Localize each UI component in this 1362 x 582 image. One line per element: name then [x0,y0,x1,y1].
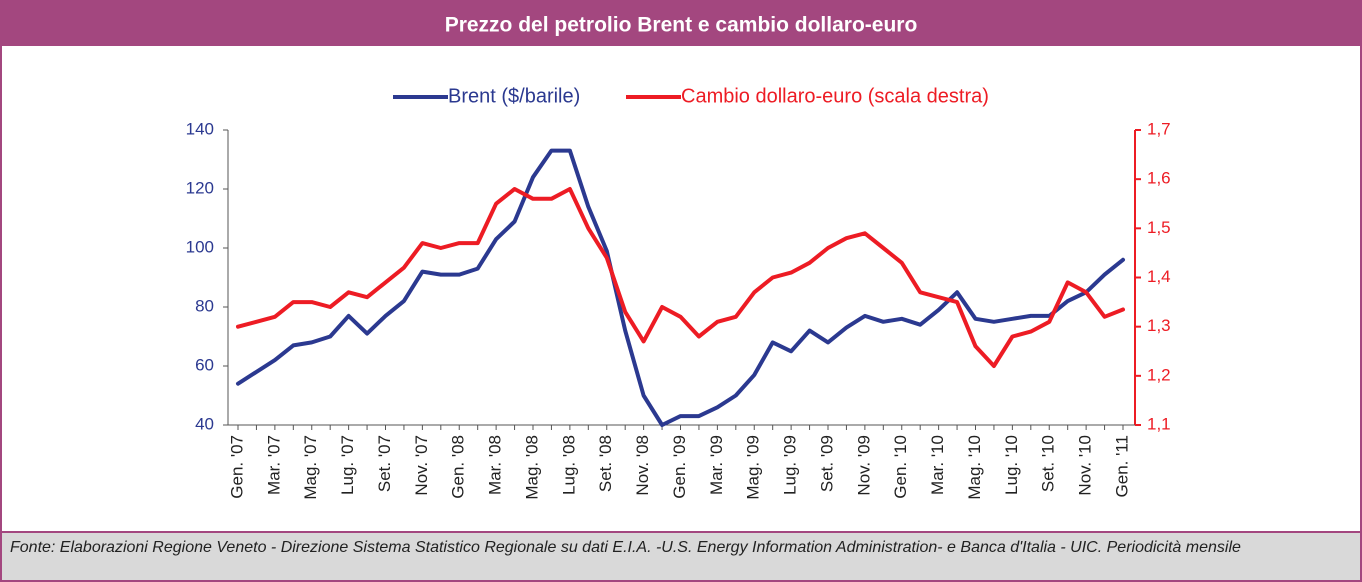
x-tick-label: Nov. '09 [854,435,873,496]
y-tick-label: 140 [186,119,214,138]
y2-tick-label: 1,4 [1147,267,1171,286]
y-tick-label: 60 [195,355,214,374]
chart-title: Prezzo del petrolio Brent e cambio dolla… [445,14,918,37]
y2-tick-label: 1,2 [1147,365,1171,384]
x-tick-label: Mar. '08 [486,435,505,495]
x-tick-label: Mar. '07 [264,435,283,495]
x-tick-label: Mag. '09 [744,435,763,500]
x-tick-label: Mar. '09 [707,435,726,495]
legend-label: Cambio dollaro-euro (scala destra) [681,85,989,107]
x-tick-label: Gen. '07 [227,435,246,499]
series-line [236,148,1125,427]
y-tick-label: 40 [195,414,214,433]
source-note: Fonte: Elaborazioni Regione Veneto - Dir… [10,539,1241,556]
x-tick-label: Lug. '10 [1002,435,1021,495]
series-line [236,187,1125,368]
x-tick-label: Gen. '08 [449,435,468,499]
title-bar [0,0,1362,46]
y2-tick-label: 1,6 [1147,169,1171,188]
y-tick-label: 100 [186,237,214,256]
legend-label: Brent ($/barile) [448,85,580,107]
x-tick-label: Set. '07 [375,435,394,492]
y2-tick-label: 1,1 [1147,414,1171,433]
x-tick-label: Set. '08 [596,435,615,492]
x-tick-label: Gen. '11 [1112,435,1131,497]
y-tick-label: 120 [186,178,214,197]
x-tick-label: Gen. '10 [891,435,910,499]
x-tick-label: Set. '10 [1039,435,1058,492]
x-tick-label: Gen. '09 [670,435,689,499]
y2-tick-label: 1,7 [1147,119,1171,138]
x-tick-label: Nov. '08 [633,435,652,496]
x-tick-label: Mag. '10 [965,435,984,500]
x-tick-label: Mag. '07 [301,435,320,500]
y-tick-label: 80 [195,296,214,315]
x-tick-label: Set. '09 [817,435,836,492]
x-tick-label: Lug. '09 [781,435,800,495]
y2-tick-label: 1,3 [1147,316,1171,335]
y2-tick-label: 1,5 [1147,218,1171,237]
x-tick-label: Lug. '08 [559,435,578,495]
x-tick-label: Mar. '10 [928,435,947,495]
footer-bar [0,532,1362,582]
x-tick-label: Lug. '07 [338,435,357,495]
x-tick-label: Mag. '08 [522,435,541,500]
x-tick-label: Nov. '10 [1076,435,1095,496]
x-tick-label: Nov. '07 [412,435,431,496]
